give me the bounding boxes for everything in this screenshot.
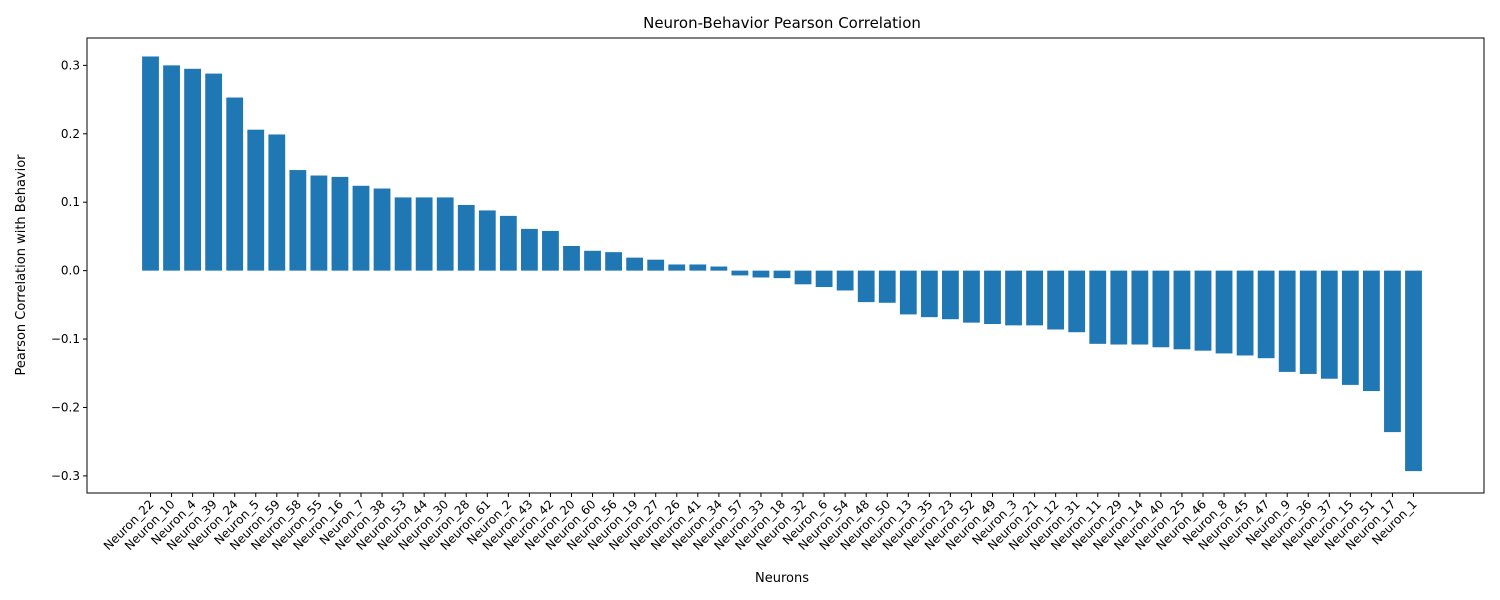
bar-neuron-58 xyxy=(289,170,307,271)
bar-neuron-14 xyxy=(1131,270,1149,345)
y-tick-label: −0.1 xyxy=(51,332,80,346)
bar-neuron-32 xyxy=(794,270,812,285)
bar-neuron-1 xyxy=(1405,270,1422,472)
bar-neuron-27 xyxy=(647,259,665,271)
bar-neuron-57 xyxy=(731,270,749,276)
y-tick-label: 0.0 xyxy=(61,264,80,278)
bar-neuron-42 xyxy=(542,230,559,271)
y-tick-label: 0.1 xyxy=(61,195,80,209)
bar-neuron-17 xyxy=(1384,270,1401,433)
y-axis: −0.3 −0.2 −0.1 0.0 0.1 0.2 0.3 xyxy=(51,58,87,483)
bar-neuron-2 xyxy=(499,215,517,271)
bar-neuron-20 xyxy=(563,246,580,271)
y-tick-label: 0.2 xyxy=(61,127,80,141)
bar-neuron-47 xyxy=(1257,270,1275,359)
bar-neuron-9 xyxy=(1278,270,1296,372)
bars-group xyxy=(142,56,1422,472)
bar-neuron-13 xyxy=(899,270,917,315)
y-tick-label: −0.2 xyxy=(51,400,80,414)
bar-neuron-25 xyxy=(1173,270,1191,350)
bar-neuron-28 xyxy=(457,204,475,271)
bar-neuron-12 xyxy=(1047,270,1065,330)
bar-neuron-50 xyxy=(878,270,896,303)
plot-frame xyxy=(86,37,1485,494)
bar-neuron-60 xyxy=(584,250,601,271)
bar-neuron-21 xyxy=(1026,270,1043,326)
bar-neuron-43 xyxy=(521,228,538,271)
bar-neuron-24 xyxy=(226,97,244,271)
bar-neuron-6 xyxy=(815,270,833,288)
bar-neuron-52 xyxy=(963,270,980,323)
bar-neuron-18 xyxy=(773,270,791,279)
bar-neuron-19 xyxy=(626,257,644,271)
chart-title: Neuron-Behavior Pearson Correlation xyxy=(643,14,921,32)
bar-neuron-45 xyxy=(1236,270,1254,356)
bar-neuron-36 xyxy=(1299,270,1317,374)
bar-neuron-48 xyxy=(857,270,875,303)
bar-neuron-7 xyxy=(352,185,370,271)
bar-neuron-26 xyxy=(668,264,686,271)
bar-neuron-29 xyxy=(1110,270,1128,345)
bar-neuron-16 xyxy=(331,176,349,271)
bar-neuron-22 xyxy=(142,56,159,271)
bar-neuron-53 xyxy=(394,197,412,271)
bar-neuron-8 xyxy=(1215,270,1233,354)
bar-neuron-23 xyxy=(942,270,959,320)
bar-neuron-5 xyxy=(247,129,265,271)
bar-neuron-38 xyxy=(373,188,391,271)
bar-neuron-49 xyxy=(984,270,1001,324)
bar-neuron-44 xyxy=(415,197,433,271)
bar-neuron-33 xyxy=(752,270,770,278)
bar-neuron-59 xyxy=(268,134,286,271)
y-tick-label: 0.3 xyxy=(61,58,80,72)
x-axis: Neuron_22Neuron_10Neuron_4Neuron_39Neuro… xyxy=(101,493,1420,553)
bar-neuron-51 xyxy=(1363,270,1380,392)
bar-neuron-37 xyxy=(1320,270,1338,379)
bar-neuron-39 xyxy=(205,73,223,271)
bar-neuron-30 xyxy=(436,197,454,271)
x-axis-title: Neurons xyxy=(755,571,809,586)
bar-neuron-35 xyxy=(920,270,938,318)
bar-neuron-46 xyxy=(1194,270,1212,351)
bar-neuron-11 xyxy=(1089,270,1107,344)
bar-neuron-56 xyxy=(605,252,622,271)
bar-neuron-61 xyxy=(478,210,496,271)
bar-neuron-3 xyxy=(1005,270,1022,326)
bar-neuron-4 xyxy=(184,68,201,271)
bar-neuron-15 xyxy=(1341,270,1359,385)
y-axis-title: Pearson Correlation with Behavior xyxy=(14,154,29,376)
bar-neuron-10 xyxy=(163,65,180,271)
bar-neuron-31 xyxy=(1068,270,1086,333)
bar-neuron-41 xyxy=(689,264,707,271)
bar-neuron-54 xyxy=(836,270,854,291)
bar-neuron-40 xyxy=(1152,270,1170,348)
y-tick-label: −0.3 xyxy=(51,469,80,483)
bar-neuron-55 xyxy=(310,175,328,271)
bar-neuron-34 xyxy=(710,266,728,271)
